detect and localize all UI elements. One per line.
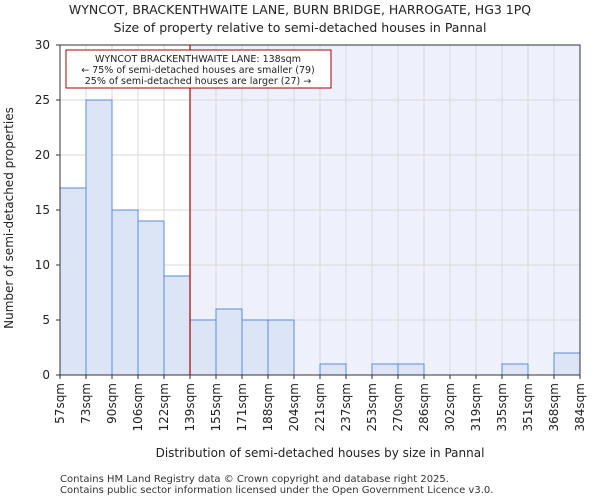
footer-copyright: Contains HM Land Registry data © Crown c… (60, 474, 449, 485)
footer-licence: Contains public sector information licen… (60, 485, 494, 496)
histogram-bar (267, 319, 295, 376)
histogram-bar (501, 363, 529, 376)
histogram-bar (111, 209, 139, 376)
histogram-bar (371, 363, 399, 376)
histogram-bar (241, 319, 269, 376)
x-tick-label: 221sqm (313, 383, 327, 431)
x-tick-label: 270sqm (391, 383, 405, 431)
x-tick-label: 139sqm (183, 383, 197, 431)
y-tick-label: 25 (35, 93, 50, 107)
y-tick-label: 20 (35, 148, 50, 162)
x-tick-label: 286sqm (417, 383, 431, 431)
x-tick-label: 319sqm (469, 383, 483, 431)
x-tick-label: 237sqm (339, 383, 353, 431)
histogram-bar (85, 99, 113, 376)
histogram-bar (397, 363, 425, 376)
y-tick-label: 30 (35, 38, 50, 52)
x-tick-label: 368sqm (547, 383, 561, 431)
histogram-bar (215, 308, 243, 376)
histogram-bar (189, 319, 217, 376)
x-tick-label: 302sqm (443, 383, 457, 431)
histogram-bar (163, 275, 191, 376)
x-tick-label: 384sqm (573, 383, 587, 431)
y-tick-label: 10 (35, 258, 50, 272)
x-tick-label: 73sqm (79, 383, 93, 424)
x-tick-label: 335sqm (495, 383, 509, 431)
x-tick-label: 122sqm (157, 383, 171, 431)
x-tick-label: 171sqm (235, 383, 249, 431)
x-tick-label: 155sqm (209, 383, 223, 431)
chart-subtitle: Size of property relative to semi-detach… (113, 20, 487, 35)
histogram-bar (319, 363, 347, 376)
chart-title: WYNCOT, BRACKENTHWAITE LANE, BURN BRIDGE… (68, 2, 532, 17)
x-tick-label: 57sqm (53, 383, 67, 424)
x-tick-label: 253sqm (365, 383, 379, 431)
y-tick-label: 15 (35, 203, 50, 217)
histogram-bar (59, 187, 87, 376)
x-tick-label: 188sqm (261, 383, 275, 431)
annotation-text-line: ← 75% of semi-detached houses are smalle… (81, 65, 315, 76)
x-tick-label: 90sqm (105, 383, 119, 424)
x-tick-label: 106sqm (131, 383, 145, 431)
y-tick-label: 0 (42, 368, 50, 382)
y-axis-label: Number of semi-detached properties (2, 107, 16, 329)
y-tick-label: 5 (42, 313, 50, 327)
x-tick-label: 351sqm (521, 383, 535, 431)
histogram-bar (137, 220, 165, 376)
annotation-text-line: WYNCOT BRACKENTHWAITE LANE: 138sqm (95, 54, 301, 65)
x-tick-label: 204sqm (287, 383, 301, 431)
histogram-bar (553, 352, 581, 376)
annotation-box (65, 49, 332, 89)
histogram-chart: 0 5 10 15 20 25 30 57sqm 73sqm 90sqm 106sqm 122sqm 1… (2, 38, 587, 460)
annotation-text-line: 25% of semi-detached houses are larger (… (85, 76, 312, 87)
x-axis-label: Distribution of semi-detached houses by … (156, 446, 485, 460)
